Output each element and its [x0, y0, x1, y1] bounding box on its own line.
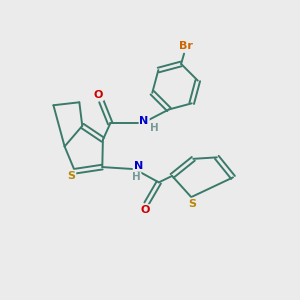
Text: N: N	[140, 116, 149, 126]
Text: N: N	[134, 160, 143, 171]
Text: O: O	[140, 205, 150, 215]
Text: H: H	[150, 123, 158, 133]
Text: Br: Br	[178, 41, 193, 51]
Text: O: O	[94, 90, 103, 100]
Text: S: S	[68, 171, 75, 181]
Text: H: H	[132, 172, 140, 182]
Text: S: S	[189, 199, 197, 208]
